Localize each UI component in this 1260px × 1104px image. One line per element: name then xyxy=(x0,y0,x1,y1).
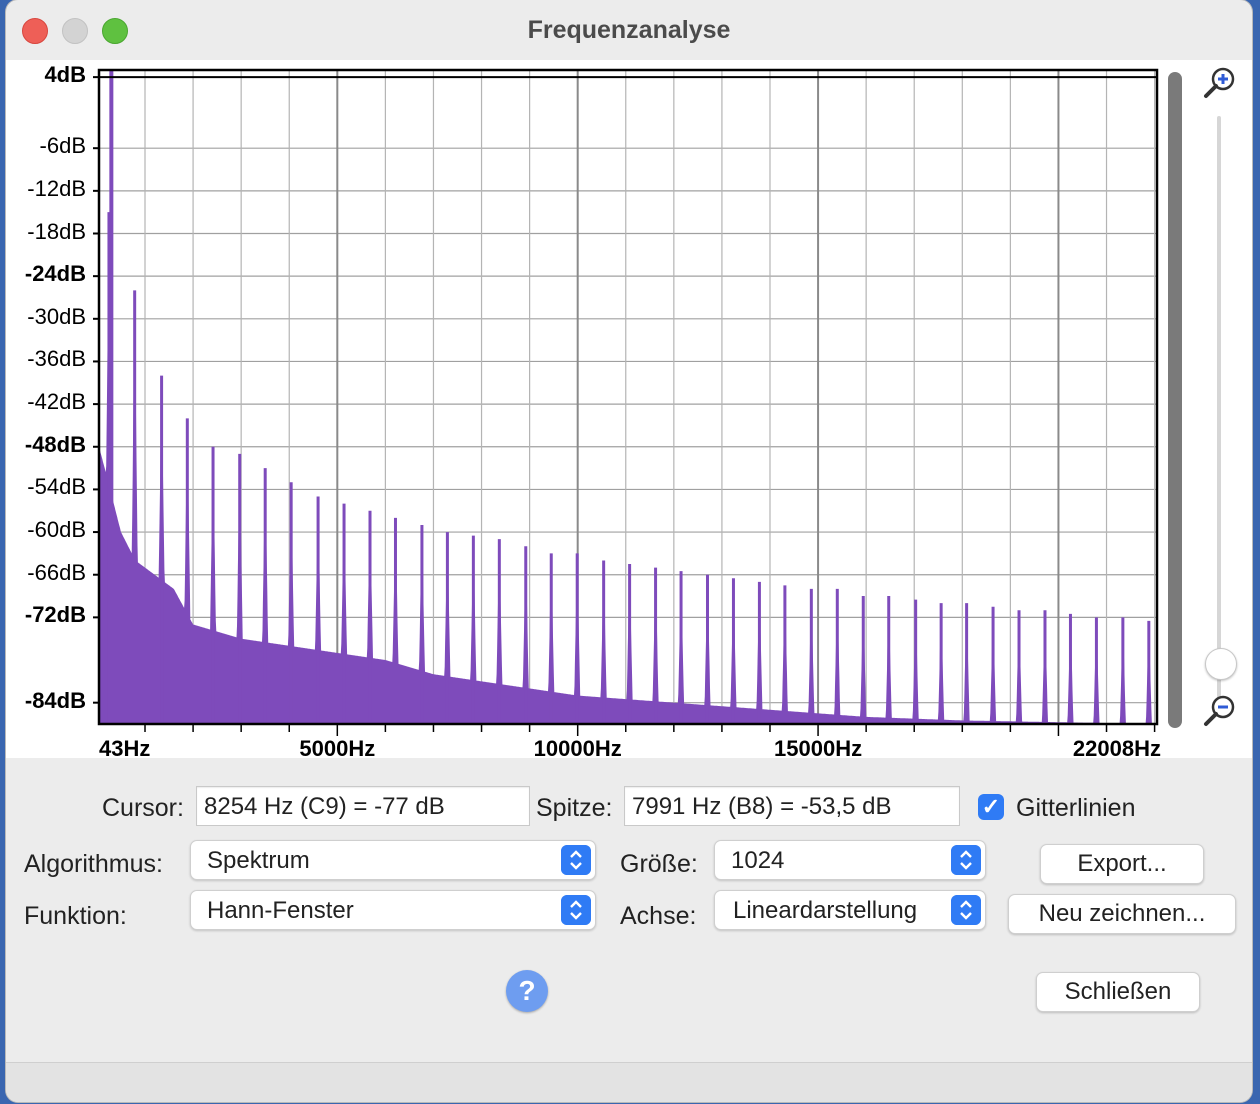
close-window-button[interactable] xyxy=(22,18,48,44)
y-tick-label: -48dB xyxy=(24,431,86,457)
gridlines-checkbox[interactable]: ✓ xyxy=(978,794,1004,820)
close-button[interactable]: Schließen xyxy=(1036,972,1200,1012)
function-value: Hann-Fenster xyxy=(207,897,354,924)
minimize-window-button[interactable] xyxy=(62,18,88,44)
algorithm-select[interactable]: Spektrum xyxy=(190,840,596,880)
spectrum-chart[interactable] xyxy=(6,0,1252,760)
zoom-window-button[interactable] xyxy=(102,18,128,44)
window-title: Frequenzanalyse xyxy=(527,16,731,44)
y-tick-label: -6dB xyxy=(39,133,86,159)
chevron-updown-icon xyxy=(561,845,591,875)
export-button[interactable]: Export... xyxy=(1040,844,1204,884)
vertical-scrollbar[interactable] xyxy=(1168,72,1182,728)
size-value: 1024 xyxy=(731,847,785,874)
cursor-label: Cursor: xyxy=(102,794,184,822)
y-tick-label: -60dB xyxy=(27,517,86,543)
footer-divider xyxy=(6,1062,1252,1063)
y-tick-label: -30dB xyxy=(27,303,86,329)
chevron-updown-icon xyxy=(951,895,981,925)
redraw-button[interactable]: Neu zeichnen... xyxy=(1008,894,1236,934)
gridlines-label: Gitterlinien xyxy=(1016,794,1136,822)
x-tick-label: 43Hz xyxy=(99,736,151,761)
zoom-slider-knob[interactable] xyxy=(1205,648,1237,680)
plot-frame xyxy=(97,68,1159,726)
chevron-updown-icon xyxy=(561,895,591,925)
algorithm-value: Spektrum xyxy=(207,847,310,874)
y-tick-label: -66dB xyxy=(27,559,86,585)
x-tick-label: 22008Hz xyxy=(1072,736,1161,761)
peak-value-field[interactable]: 7991 Hz (B8) = -53,5 dB xyxy=(624,786,960,826)
x-tick-label: 5000Hz xyxy=(299,736,376,761)
y-tick-label: -18dB xyxy=(27,218,86,244)
y-tick-label: -84dB xyxy=(24,687,86,713)
size-label: Größe: xyxy=(620,850,698,878)
y-tick-label: -42dB xyxy=(27,389,86,415)
cursor-value-field[interactable]: 8254 Hz (C9) = -77 dB xyxy=(196,786,530,826)
size-select[interactable]: 1024 xyxy=(714,840,986,880)
y-tick-label: -12dB xyxy=(27,175,86,201)
zoom-slider-track[interactable] xyxy=(1217,116,1221,706)
zoom-in-icon[interactable] xyxy=(1203,66,1237,100)
frequency-analysis-window: Frequenzanalyse 4dB -6dB -12dB -18dB -24dB -3… xyxy=(6,0,1252,1102)
function-label: Funktion: xyxy=(24,902,127,930)
y-tick-label: -72dB xyxy=(24,602,86,628)
y-tick-label: -54dB xyxy=(27,474,86,500)
axis-label: Achse: xyxy=(620,902,697,930)
y-tick-label: -24dB xyxy=(24,261,86,287)
x-tick-label: 10000Hz xyxy=(533,736,622,761)
title-bar: Frequenzanalyse xyxy=(6,0,1252,60)
spectrum-area xyxy=(99,225,1157,724)
x-tick-label: 15000Hz xyxy=(774,736,863,761)
help-button[interactable]: ? xyxy=(506,970,548,1012)
y-tick-label: -36dB xyxy=(27,346,86,372)
zoom-out-icon[interactable] xyxy=(1203,694,1237,728)
algorithm-label: Algorithmus: xyxy=(24,850,163,878)
axis-select[interactable]: Lineardarstellung xyxy=(714,890,986,930)
y-tick-label: 4dB xyxy=(44,62,86,88)
window-footer xyxy=(6,1063,1252,1102)
function-select[interactable]: Hann-Fenster xyxy=(190,890,596,930)
axis-value: Lineardarstellung xyxy=(733,897,918,924)
peak-label: Spitze: xyxy=(536,794,613,822)
chevron-updown-icon xyxy=(951,845,981,875)
